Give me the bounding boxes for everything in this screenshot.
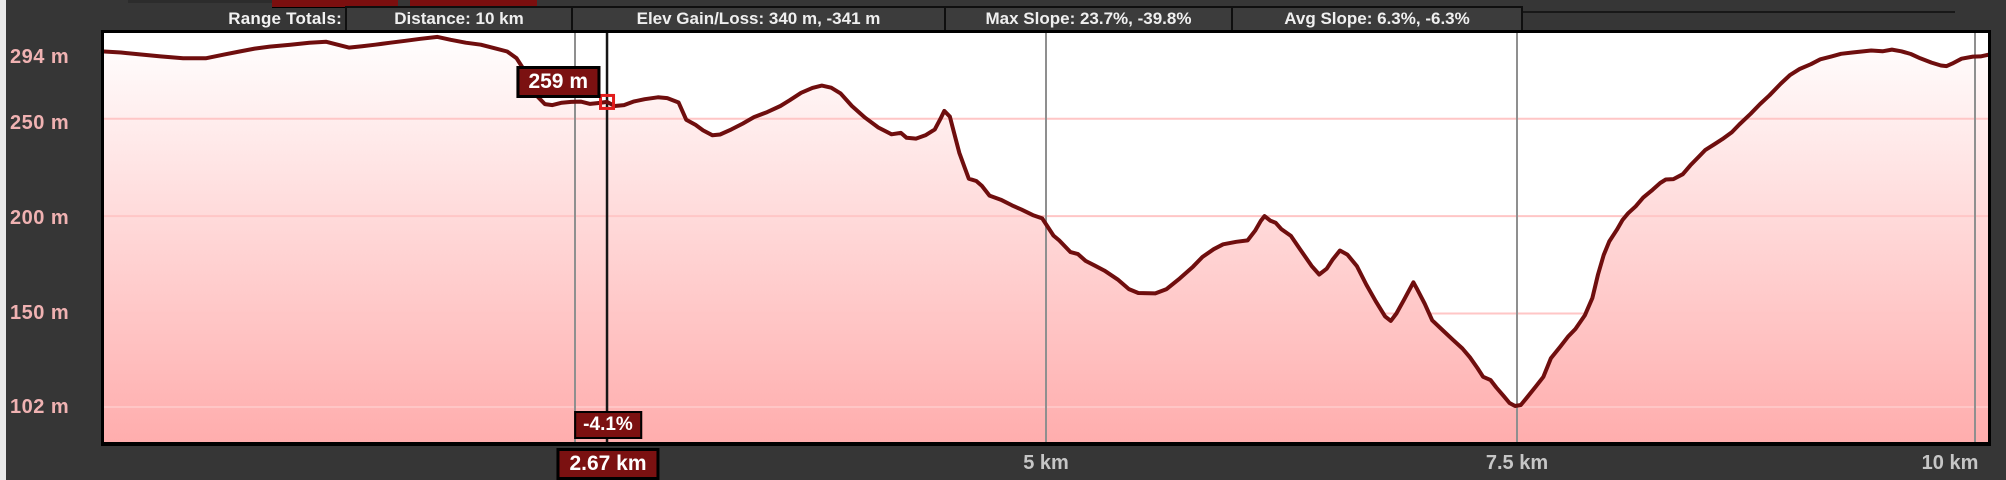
elevation-chart-plot[interactable] [101, 30, 1991, 446]
cursor-elevation-badge: 259 m [516, 66, 600, 98]
stat-box-elev-gain-loss: Elev Gain/Loss: 340 m, -341 m [571, 6, 946, 32]
y-axis-label: 294 m [10, 46, 70, 68]
elevation-line [104, 34, 1988, 408]
y-axis-label: 150 m [10, 302, 70, 325]
stat-box-avg-slope: Avg Slope: 6.3%, -6.3% [1231, 6, 1523, 32]
x-axis-label: 7.5 km [1485, 452, 1549, 474]
cursor-slope-badge: -4.1% [574, 411, 642, 439]
x-axis-label: 10 km [1921, 452, 1979, 474]
stat-box-distance: Distance: 10 km [345, 6, 573, 32]
elevation-chart-svg [104, 33, 1988, 442]
cutoff-red-bar [272, 0, 398, 8]
y-axis-label: 102 m [10, 395, 70, 418]
cutoff-text-remnant [128, 0, 328, 3]
x-axis-label: 5 km [1023, 452, 1069, 474]
stat-box-max-slope: Max Slope: 23.7%, -39.8% [944, 6, 1233, 32]
cursor-marker [599, 93, 616, 110]
y-axis-label: 250 m [10, 111, 70, 134]
cursor-distance-badge: 2.67 km [556, 448, 660, 480]
y-axis-label: 200 m [10, 207, 70, 230]
range-totals-label: Range Totals: [228, 9, 342, 28]
window-edge-strip [0, 0, 6, 480]
